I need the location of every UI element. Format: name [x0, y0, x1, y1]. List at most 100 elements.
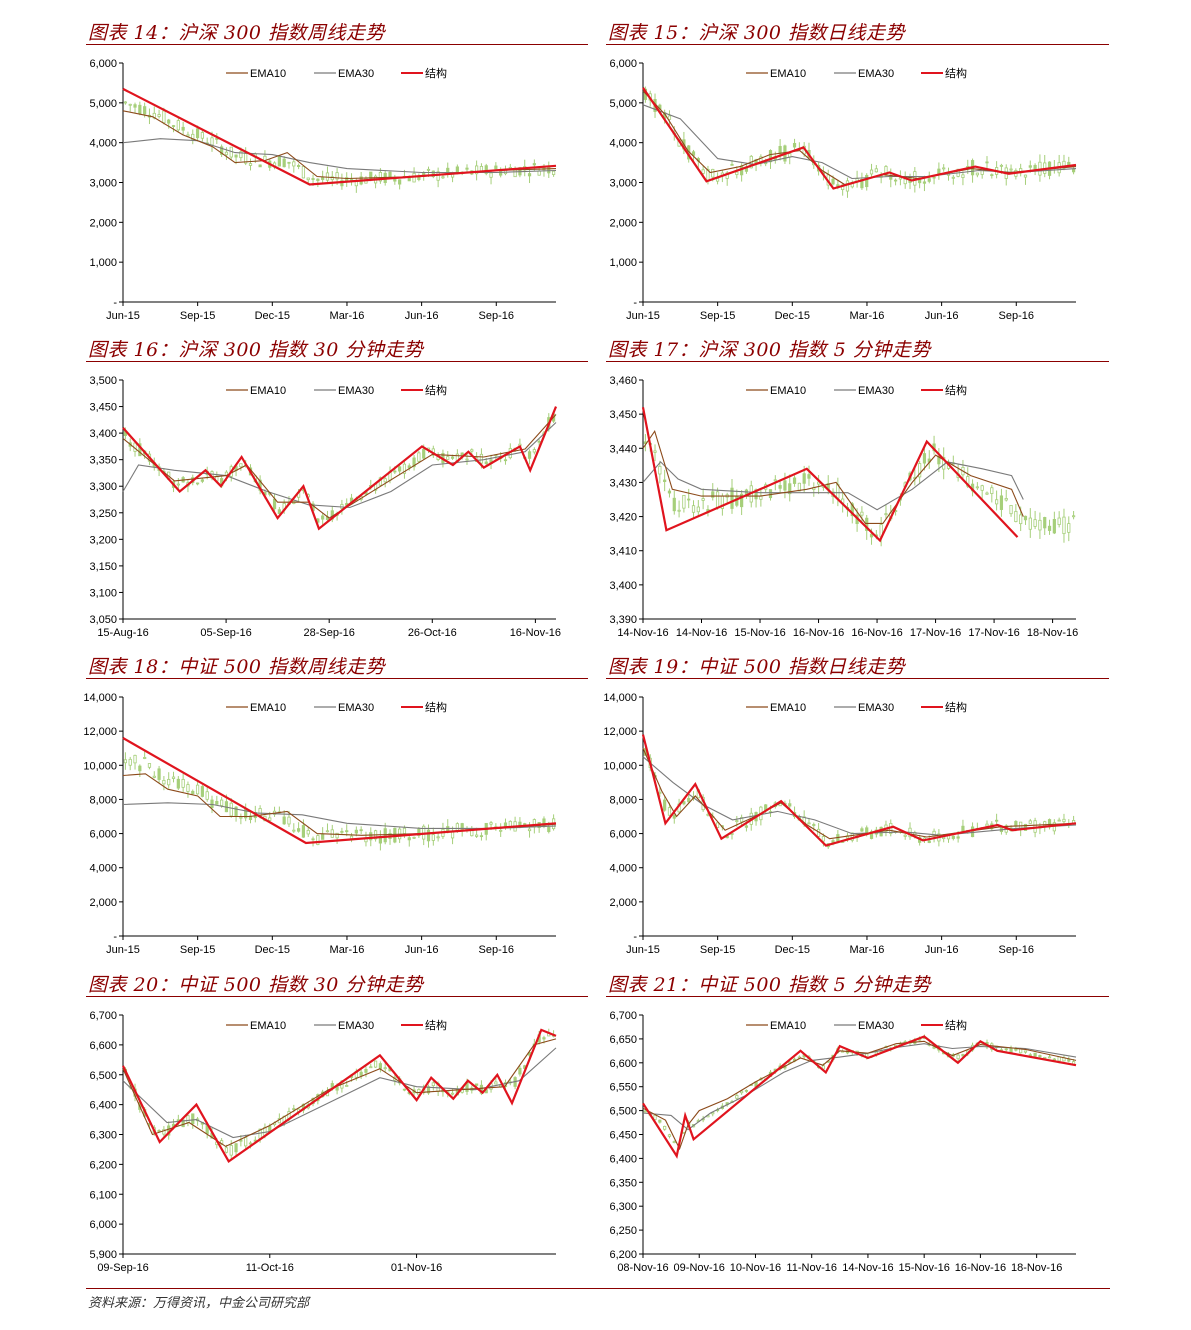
- y-tick-label: 10,000: [603, 760, 637, 772]
- candle-body: [542, 1037, 546, 1040]
- x-tick-label: 11-Nov-16: [786, 1262, 837, 1274]
- candle-body: [532, 449, 536, 453]
- candle-body: [740, 1090, 744, 1094]
- candle-body: [426, 168, 431, 171]
- legend-ema30-label: EMA30: [858, 68, 894, 80]
- candle-body: [297, 165, 301, 167]
- x-tick-label: 18-Nov-16: [1011, 1262, 1062, 1274]
- title-rule: [86, 44, 588, 45]
- legend-ema30-label: EMA30: [858, 702, 894, 714]
- candle-body: [475, 1083, 479, 1086]
- candle-body: [369, 832, 373, 841]
- y-tick-label: 14,000: [603, 692, 637, 704]
- candle-body: [942, 836, 946, 840]
- legend-ema10-label: EMA10: [250, 385, 286, 397]
- candle-body: [465, 458, 469, 461]
- x-tick-label: 17-Nov-16: [910, 627, 961, 639]
- x-tick-label: 01-Nov-16: [391, 1262, 442, 1274]
- candle-body: [696, 506, 700, 513]
- x-tick-label: Mar-16: [330, 310, 365, 322]
- candle-body: [1057, 517, 1061, 525]
- candle-body: [345, 830, 349, 833]
- candle-body: [220, 799, 224, 806]
- candle-body: [195, 784, 200, 795]
- y-tick-label: 4,000: [609, 863, 637, 875]
- candle-body: [865, 517, 869, 531]
- legend-ema30-label: EMA30: [338, 385, 374, 397]
- structure-line: [122, 406, 558, 531]
- candle-body: [687, 498, 691, 501]
- candle-body: [518, 821, 522, 826]
- candle-body: [1033, 519, 1037, 527]
- candle-body: [292, 161, 296, 167]
- chart-title: 图表 20：中证 500 指数 30 分钟走势: [88, 974, 424, 996]
- candle-body: [985, 161, 989, 164]
- x-tick-label: 15-Nov-16: [898, 1262, 949, 1274]
- candle-body: [532, 163, 536, 166]
- x-tick-label: 09-Nov-16: [674, 1262, 725, 1274]
- y-tick-label: 6,700: [89, 1010, 117, 1022]
- x-tick-label: Sep-16: [479, 944, 514, 956]
- candle-body: [850, 503, 854, 517]
- candle-body: [138, 443, 142, 457]
- y-tick-label: 6,250: [609, 1225, 637, 1237]
- candle-body: [402, 463, 407, 474]
- candle-body: [143, 106, 147, 115]
- candle-body: [475, 834, 479, 837]
- candle-body: [937, 168, 941, 175]
- legend-ema10-label: EMA10: [770, 68, 806, 80]
- candle-body: [364, 1068, 368, 1073]
- candle-body: [701, 169, 705, 174]
- legend-ema10-label: EMA10: [250, 68, 286, 80]
- candle-body: [479, 835, 484, 838]
- candle-body: [157, 1130, 161, 1133]
- candle-body: [460, 823, 464, 830]
- y-tick-label: 12,000: [83, 726, 117, 738]
- candle-body: [922, 453, 927, 464]
- candle-body: [239, 151, 243, 159]
- candle-body: [316, 178, 320, 182]
- x-tick-label: Sep-16: [999, 944, 1034, 956]
- y-tick-label: 3,000: [609, 178, 637, 190]
- x-tick-label: Sep-16: [479, 310, 514, 322]
- y-tick-label: 6,100: [89, 1189, 117, 1201]
- candle-body: [287, 816, 291, 825]
- y-tick-label: 5,000: [609, 98, 637, 110]
- candle-body: [527, 451, 532, 459]
- candle-body: [272, 498, 277, 510]
- candle-body: [417, 452, 421, 462]
- candle-body: [527, 828, 532, 832]
- candle-body: [383, 828, 387, 843]
- y-tick-label: -: [113, 931, 117, 943]
- legend-ema10-label: EMA10: [250, 702, 286, 714]
- candle-body: [450, 1092, 455, 1095]
- structure-line: [641, 734, 1077, 847]
- ema10-line: [642, 747, 1077, 840]
- structure-line: [641, 407, 1019, 543]
- candle-body: [123, 101, 128, 104]
- candle-body: [537, 170, 541, 176]
- candle-body: [942, 167, 946, 170]
- candle-body: [306, 177, 310, 181]
- y-tick-label: -: [113, 297, 117, 309]
- candle-body: [450, 456, 455, 459]
- candle-body: [441, 176, 445, 179]
- legend-ema10-label: EMA10: [770, 385, 806, 397]
- candle-body: [961, 1054, 965, 1057]
- y-tick-label: 3,420: [609, 512, 637, 524]
- candle-body: [138, 104, 142, 114]
- candle-body: [297, 828, 301, 832]
- candle-body: [224, 1147, 229, 1153]
- ema30-line: [122, 422, 557, 509]
- candle-body: [210, 799, 214, 808]
- candle-body: [975, 172, 979, 176]
- x-tick-label: 16-Nov-16: [793, 627, 844, 639]
- x-tick-label: Mar-16: [330, 944, 365, 956]
- chart-title: 图表 14：沪深 300 指数周线走势: [88, 22, 386, 44]
- candle-body: [884, 513, 888, 516]
- candle-body: [282, 816, 286, 825]
- x-tick-label: 18-Nov-16: [1027, 627, 1078, 639]
- x-tick-label: 16-Nov-16: [510, 627, 561, 639]
- candle-body: [200, 132, 204, 139]
- candle-body: [735, 171, 739, 175]
